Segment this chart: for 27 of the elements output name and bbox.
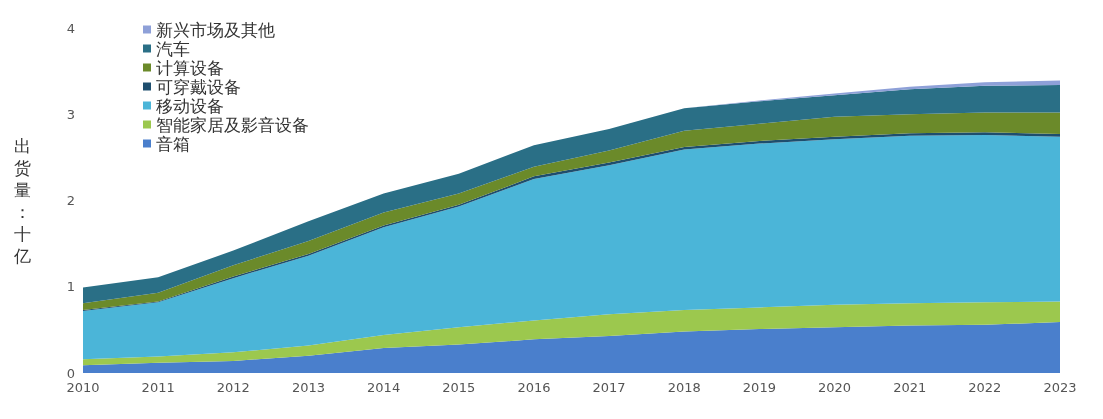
y-tick-label: 3	[66, 106, 75, 122]
x-tick-label: 2014	[367, 380, 401, 395]
legend-label: 智能家居及影音设备	[156, 114, 309, 135]
x-tick-label: 2018	[667, 380, 701, 395]
y-axis-title: 出货量：十亿	[13, 135, 31, 266]
y-tick-label: 2	[66, 193, 75, 208]
legend-label: 计算设备	[156, 57, 224, 78]
x-tick-label: 2012	[216, 380, 250, 395]
x-tick-label: 2016	[517, 380, 551, 395]
legend-label: 新兴市场及其他	[156, 19, 275, 40]
legend-label: 汽车	[156, 38, 190, 59]
y-tick-label: 1	[66, 279, 75, 295]
y-tick-label: 0	[66, 365, 75, 381]
x-tick-label: 2011	[141, 380, 175, 395]
x-tick-label: 2019	[742, 380, 776, 395]
x-tick-label: 2023	[1043, 380, 1077, 395]
y-tick-label: 4	[66, 20, 75, 36]
x-tick-label: 2015	[442, 380, 476, 395]
x-tick-label: 2020	[817, 380, 852, 395]
legend-label: 可穿戴设备	[156, 76, 241, 97]
x-tick-label: 2022	[968, 380, 1002, 395]
x-tick-label: 2010	[66, 380, 100, 395]
legend-label: 移动设备	[156, 95, 224, 116]
x-tick-label: 2021	[893, 380, 927, 395]
x-tick-label: 2013	[291, 380, 326, 395]
legend-label: 音箱	[156, 133, 190, 154]
x-tick-label: 2017	[592, 380, 626, 395]
